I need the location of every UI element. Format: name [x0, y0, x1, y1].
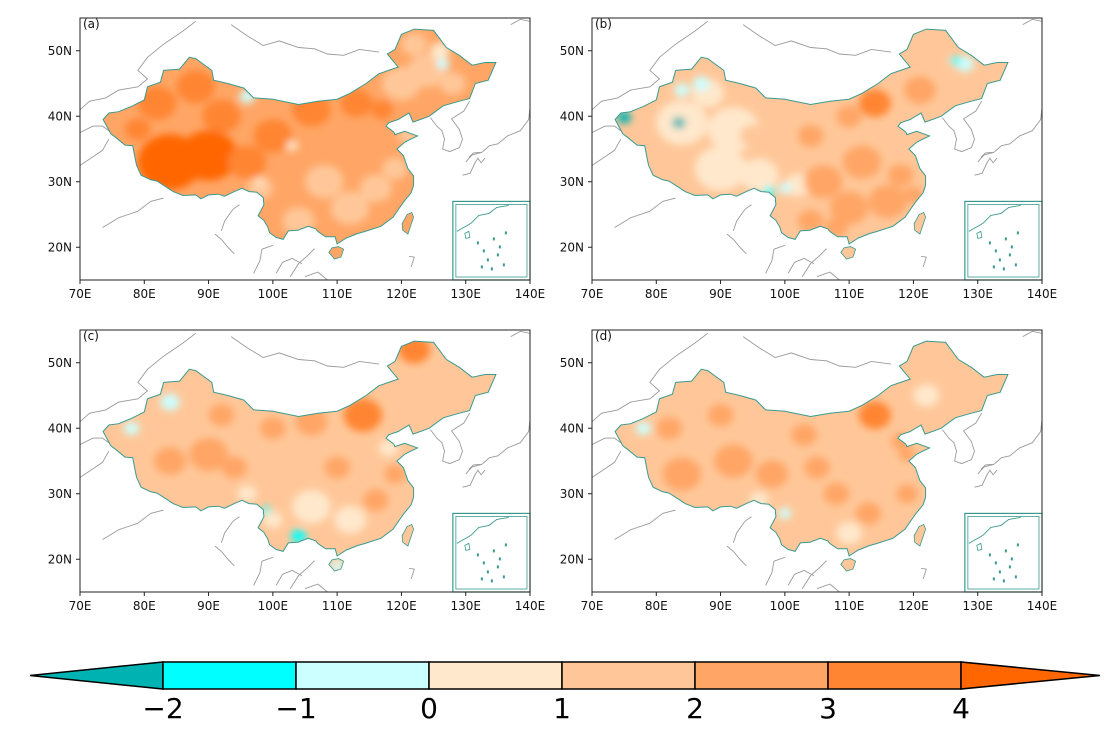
colorbar-tick-label: −2: [142, 692, 183, 725]
neighbor-borders: [592, 18, 1042, 280]
panel-label: (a): [83, 17, 100, 31]
colorbar-tick-label: 1: [553, 692, 571, 725]
lat-tick-label: 20N: [48, 240, 72, 254]
china-outline: [614, 28, 1009, 245]
lon-tick-label: 130E: [962, 287, 993, 301]
lat-tick-label: 40N: [48, 109, 72, 123]
south-china-sea-inset: [964, 512, 1043, 593]
map-frame: [79, 329, 531, 593]
china-outline: [102, 340, 497, 557]
map-panel-a: (a) 70E 80E 90E 100E 110E 120E 130E 140E 50N 40N 30…: [48, 17, 546, 301]
lat-tick-label: 30N: [48, 175, 72, 189]
map-panel-d: (d) 70E 80E 90E 100E 110E 120E 130E 140E 50N 40N 30…: [560, 329, 1058, 613]
lon-tick-label: 110E: [834, 287, 865, 301]
lat-tick-label: 30N: [560, 175, 584, 189]
lat-tick-label: 20N: [48, 552, 72, 566]
lon-tick-label: 120E: [898, 599, 929, 613]
lon-tick-label: 70E: [69, 599, 92, 613]
lat-tick-label: 40N: [48, 421, 72, 435]
panel-label: (d): [595, 329, 612, 343]
colorbar-segment: [561, 661, 696, 690]
colorbar-segment: [162, 661, 297, 690]
lat-tick-label: 50N: [48, 356, 72, 370]
china-outline: [102, 28, 497, 245]
lon-tick-label: 120E: [386, 599, 417, 613]
colorbar-tick-label: 0: [420, 692, 438, 725]
lon-tick-label: 80E: [133, 287, 156, 301]
lon-tick-label: 130E: [962, 599, 993, 613]
colorbar-segment: [827, 661, 962, 690]
lon-tick-label: 140E: [1027, 287, 1058, 301]
map-panel-c: (c) 70E 80E 90E 100E 110E 120E 130E 140E 50N 40N 30…: [48, 329, 546, 613]
colorbar-segment: [428, 661, 563, 690]
lat-tick-label: 40N: [560, 109, 584, 123]
map-frame: [591, 329, 1043, 593]
south-china-sea-inset: [964, 200, 1043, 281]
map-frame: [591, 17, 1043, 281]
lat-tick-label: 20N: [560, 552, 584, 566]
lat-tick-label: 50N: [560, 44, 584, 58]
colorbar-segment: [295, 661, 430, 690]
neighbor-borders: [80, 18, 530, 280]
south-china-sea-inset: [452, 200, 531, 281]
map-panels: (a) 70E 80E 90E 100E 110E 120E 130E 140E 50N 40N 30…: [48, 17, 1058, 613]
colorbar-tick-label: −1: [275, 692, 316, 725]
lon-tick-label: 110E: [322, 287, 353, 301]
lat-tick-label: 40N: [560, 421, 584, 435]
neighbor-borders: [80, 330, 530, 592]
map-panel-b: (b) 70E 80E 90E 100E 110E 120E 130E 140E 50N 40N 30…: [560, 17, 1058, 301]
lon-tick-label: 80E: [645, 599, 668, 613]
panel-label: (c): [83, 329, 99, 343]
panel-label: (b): [595, 17, 612, 31]
colorbar-tick-label: 4: [952, 692, 970, 725]
lon-tick-label: 100E: [258, 599, 289, 613]
lon-tick-label: 80E: [645, 287, 668, 301]
colorbar-extend-high: [960, 661, 1101, 690]
lon-tick-label: 120E: [386, 287, 417, 301]
lat-tick-label: 50N: [48, 44, 72, 58]
lon-tick-label: 100E: [770, 599, 801, 613]
lon-tick-label: 70E: [581, 287, 604, 301]
neighbor-borders: [592, 330, 1042, 592]
lon-tick-label: 90E: [709, 599, 732, 613]
lon-tick-label: 120E: [898, 287, 929, 301]
lon-tick-label: 100E: [770, 287, 801, 301]
lon-tick-label: 70E: [581, 599, 604, 613]
colorbar: −2 −1 0 1 2 3 4: [29, 661, 1101, 725]
lat-tick-label: 50N: [560, 356, 584, 370]
south-china-sea-inset: [452, 512, 531, 593]
colorbar-extend-low: [29, 661, 164, 690]
lon-tick-label: 140E: [515, 287, 546, 301]
lat-tick-label: 30N: [560, 487, 584, 501]
lon-tick-label: 140E: [515, 599, 546, 613]
lon-tick-label: 90E: [197, 599, 220, 613]
lon-tick-label: 110E: [834, 599, 865, 613]
lon-tick-label: 70E: [69, 287, 92, 301]
china-outline: [614, 340, 1009, 557]
colorbar-tick-label: 3: [819, 692, 837, 725]
lon-tick-label: 90E: [709, 287, 732, 301]
lon-tick-label: 130E: [450, 287, 481, 301]
lon-tick-label: 90E: [197, 287, 220, 301]
map-frame: [79, 17, 531, 281]
lon-tick-label: 130E: [450, 599, 481, 613]
lon-tick-label: 100E: [258, 287, 289, 301]
colorbar-segment: [694, 661, 829, 690]
colorbar-tick-label: 2: [686, 692, 704, 725]
lon-tick-label: 110E: [322, 599, 353, 613]
lon-tick-label: 140E: [1027, 599, 1058, 613]
lat-tick-label: 20N: [560, 240, 584, 254]
lon-tick-label: 80E: [133, 599, 156, 613]
lat-tick-label: 30N: [48, 487, 72, 501]
